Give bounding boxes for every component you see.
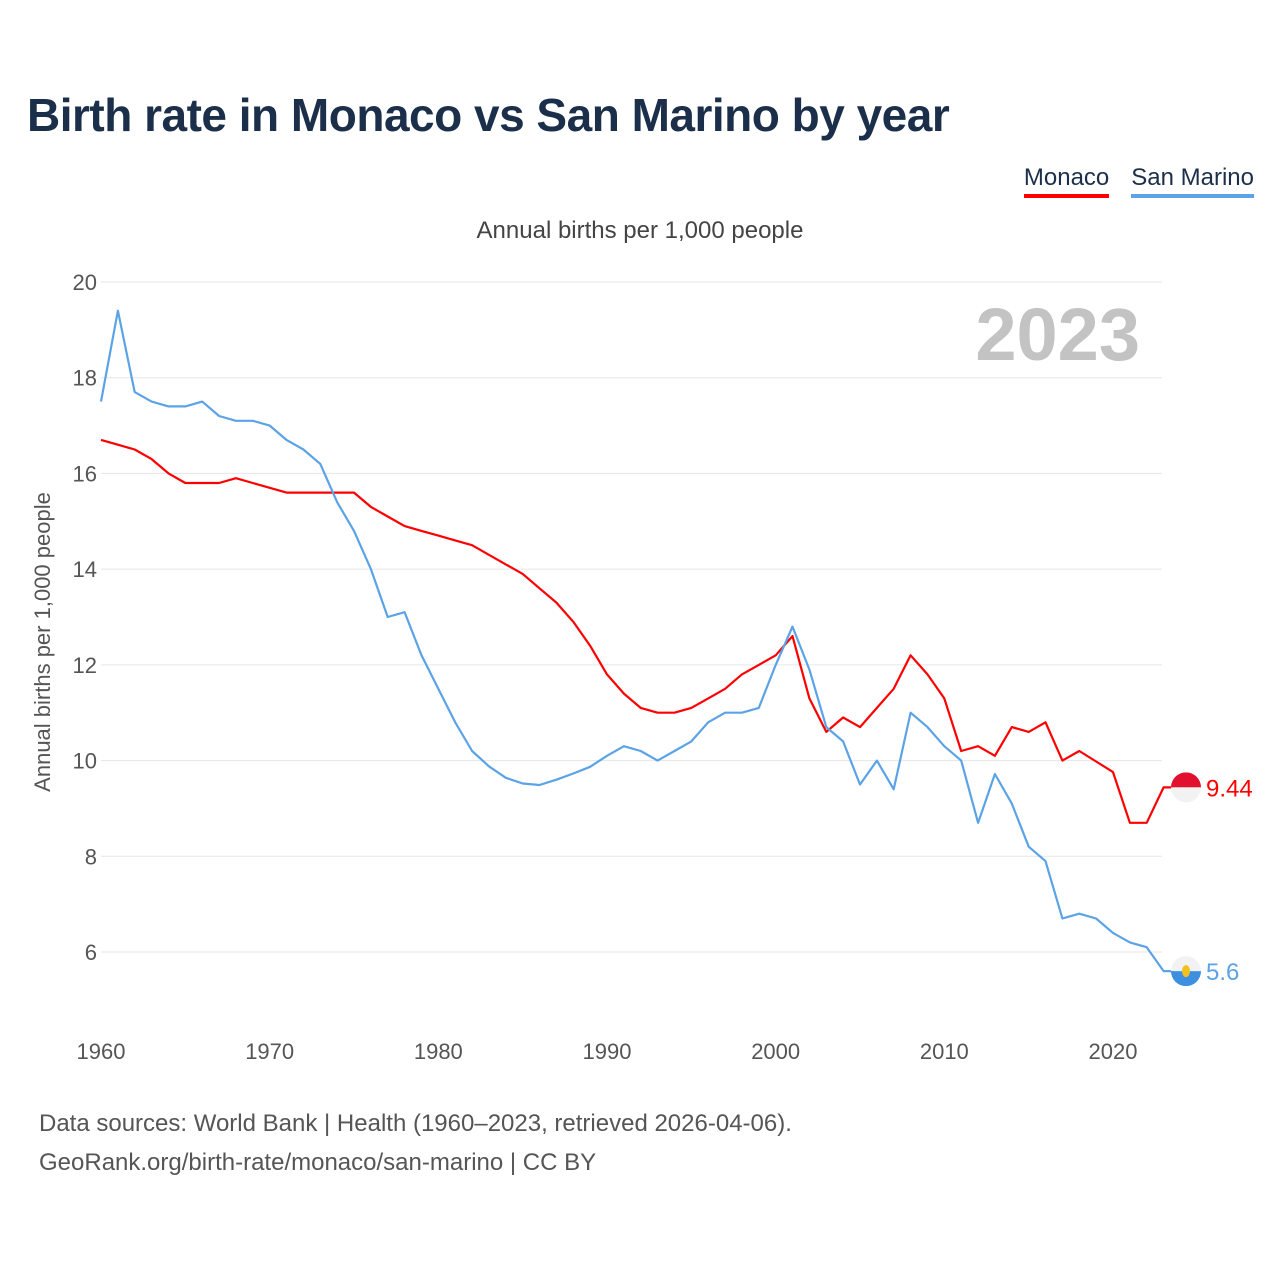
end-label-monaco: 9.44 (1206, 775, 1253, 802)
y-tick-label: 12 (73, 653, 97, 678)
series-line-monaco (100, 438, 1174, 824)
x-tick-label: 1960 (77, 1039, 126, 1064)
chart-title: Birth rate in Monaco vs San Marino by ye… (27, 89, 950, 141)
san-marino-flag-icon (1171, 956, 1201, 987)
end-label-san-marino: 5.6 (1206, 959, 1239, 986)
y-tick-label: 18 (73, 366, 97, 391)
end-markers (1171, 772, 1201, 987)
footer: Data sources: World Bank | Health (1960–… (39, 1104, 792, 1182)
gridlines (101, 281, 1162, 953)
legend-item-monaco[interactable]: Monaco (1023, 164, 1110, 198)
x-axis-ticks: 1960 1970 1980 1990 2000 2010 2020 (77, 1039, 1138, 1064)
y-tick-label: 6 (85, 940, 97, 965)
x-tick-label: 2010 (920, 1039, 969, 1064)
series-lines (99, 309, 1174, 973)
y-tick-label: 8 (85, 844, 97, 869)
x-tick-label: 2020 (1089, 1039, 1138, 1064)
x-tick-label: 1980 (414, 1039, 463, 1064)
y-axis-ticks: 6 8 10 12 14 16 18 20 (73, 270, 97, 965)
year-stamp: 2023 (975, 293, 1140, 376)
x-tick-label: 2000 (751, 1039, 800, 1064)
footer-sources: Data sources: World Bank | Health (1960–… (39, 1110, 792, 1137)
y-axis-label: Annual births per 1,000 people (30, 492, 55, 792)
y-tick-label: 14 (73, 557, 97, 582)
y-tick-label: 10 (73, 749, 97, 774)
legend-item-san-marino[interactable]: San Marino (1131, 164, 1254, 198)
series-line-san-marino (99, 309, 1174, 973)
footer-url: GeoRank.org/birth-rate/monaco/san-marino… (39, 1149, 597, 1176)
y-tick-label: 16 (73, 461, 97, 486)
y-tick-label: 20 (73, 270, 97, 295)
x-tick-label: 1990 (583, 1039, 632, 1064)
monaco-flag-icon (1171, 772, 1201, 803)
x-tick-label: 1970 (245, 1039, 294, 1064)
legend: Monaco San Marino (1023, 164, 1254, 198)
chart-subtitle: Annual births per 1,000 people (476, 217, 804, 244)
